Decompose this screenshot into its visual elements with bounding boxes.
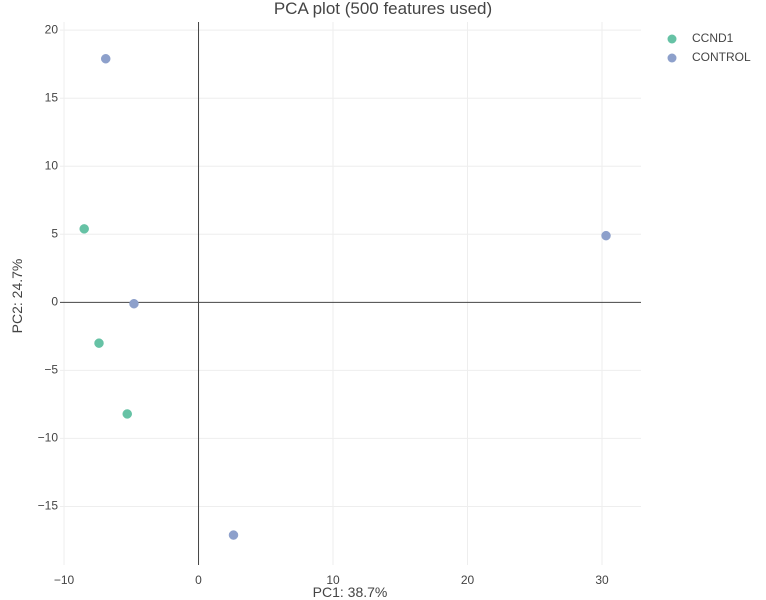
y-tick-label: 5	[51, 226, 58, 240]
y-tick-label: 0	[51, 295, 58, 309]
data-point-ccnd1[interactable]	[122, 409, 132, 419]
legend-marker-control[interactable]	[667, 53, 677, 63]
x-tick-label: 20	[461, 573, 475, 587]
x-axis-title: PC1: 38.7%	[313, 584, 388, 600]
data-point-ccnd1[interactable]	[79, 224, 89, 234]
y-tick-label: −5	[44, 363, 58, 377]
x-tick-label: 30	[595, 573, 609, 587]
y-axis-title: PC2: 24.7%	[9, 259, 25, 334]
data-point-control[interactable]	[228, 530, 239, 540]
zero-lines	[60, 22, 641, 565]
data-point-control[interactable]	[100, 53, 111, 64]
grid-lines	[60, 22, 641, 565]
legend-label-control[interactable]: CONTROL	[692, 50, 751, 64]
data-points	[79, 53, 611, 540]
y-tick-label: 10	[45, 158, 59, 172]
chart-title: PCA plot (500 features used)	[274, 0, 492, 18]
y-tick-label: 15	[45, 90, 59, 104]
data-point-control[interactable]	[601, 230, 611, 241]
x-tick-label: 10	[326, 573, 340, 587]
x-tick-label: 0	[195, 573, 202, 587]
legend-marker-ccnd1[interactable]	[667, 34, 677, 44]
data-point-ccnd1[interactable]	[94, 338, 104, 348]
x-tick-label: −10	[54, 573, 75, 587]
data-point-control[interactable]	[129, 298, 139, 309]
legend: CCND1 CONTROL	[667, 31, 751, 64]
legend-label-ccnd1[interactable]: CCND1	[692, 31, 734, 45]
y-tick-label: −10	[38, 431, 59, 445]
y-tick-label: 20	[45, 22, 59, 36]
tick-labels: −10 0 10 20 30 −15 −10 −5 0 5 10 15 20	[38, 22, 609, 586]
y-tick-label: −15	[38, 499, 59, 513]
